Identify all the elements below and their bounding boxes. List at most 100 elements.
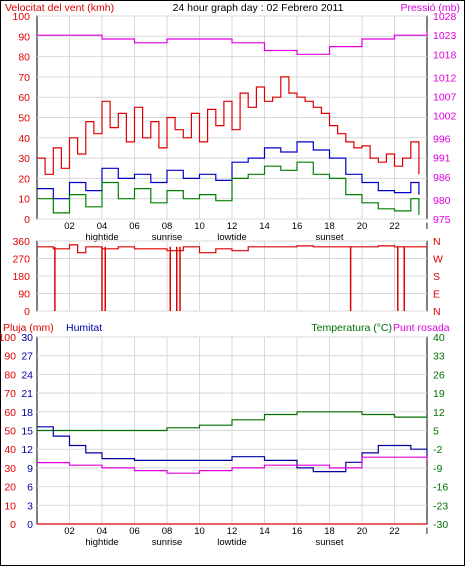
right-tick-label: 33 bbox=[433, 351, 445, 363]
x-event-label: lowtide bbox=[217, 537, 247, 548]
left-tick-label: 50 bbox=[18, 113, 30, 125]
left-tick-label: 0 bbox=[24, 214, 30, 226]
left-tick-label: 360 bbox=[12, 236, 30, 248]
series-temperature bbox=[37, 411, 428, 432]
left-tick-label: 30 bbox=[18, 153, 30, 165]
left-tick-label: 40 bbox=[4, 444, 16, 456]
x-tick-label: 20 bbox=[357, 526, 368, 537]
temperature-axis-label: Temperatura (°C) bbox=[311, 322, 392, 334]
right-tick-label: 991 bbox=[433, 153, 451, 165]
left-tick-label: 60 bbox=[4, 407, 16, 419]
wind-pressure-panel: 0 10 20 30 40 50 60 70 80 90 100 975 980 986 991 996 10… bbox=[12, 11, 456, 226]
right-tick-label: 1012 bbox=[433, 72, 457, 84]
left-tick-label: 20 bbox=[4, 482, 16, 494]
humidity-tick-label: 30 bbox=[21, 332, 33, 344]
x-tick-label: 06 bbox=[129, 526, 140, 537]
left-tick-label: 0 bbox=[10, 519, 16, 531]
x-tick-label: 18 bbox=[324, 221, 335, 232]
x-tick-label: 14 bbox=[259, 221, 270, 232]
humidity-tick-label: 15 bbox=[21, 426, 33, 438]
right-tick-label: -23 bbox=[433, 500, 448, 512]
right-tick-label: 1007 bbox=[433, 91, 457, 103]
rain-axis-label: Pluja (mm) bbox=[3, 322, 54, 334]
wind-axis-label: Velocitat del vent (kmh) bbox=[5, 2, 114, 14]
x-tick-label: 14 bbox=[259, 526, 270, 537]
graph-title: 24 hour graph day : 02 Febrero 2011 bbox=[173, 2, 344, 14]
right-tick-label: S bbox=[433, 271, 440, 283]
left-tick-label: 50 bbox=[4, 426, 16, 438]
left-tick-label: 40 bbox=[18, 133, 30, 145]
x-event-label: sunset bbox=[316, 232, 344, 243]
humidity-tick-label: 18 bbox=[21, 407, 33, 419]
x-event-label: lowtide bbox=[217, 232, 247, 243]
left-tick-label: 90 bbox=[18, 289, 30, 301]
humidity-tick-label: 0 bbox=[27, 519, 33, 531]
x-tick-label: 02 bbox=[64, 526, 75, 537]
series-humidity bbox=[37, 426, 428, 473]
humidity-tick-label: 24 bbox=[21, 369, 33, 381]
x-tick-label: 22 bbox=[389, 221, 400, 232]
series-direction bbox=[37, 244, 428, 254]
left-tick-label: 100 bbox=[0, 332, 16, 344]
series-avg bbox=[37, 141, 420, 200]
right-tick-label: 986 bbox=[433, 172, 451, 184]
x-tick-label: 22 bbox=[389, 526, 400, 537]
series-gust bbox=[37, 76, 420, 175]
x-tick-label: 12 bbox=[227, 221, 238, 232]
series-dew bbox=[37, 456, 428, 474]
right-tick-label: 40 bbox=[433, 332, 445, 344]
humidity-tick-label: 9 bbox=[27, 463, 33, 475]
series-pressure bbox=[37, 31, 428, 55]
pressure-axis-label: Pressió (mb) bbox=[400, 2, 460, 14]
series-low bbox=[37, 161, 420, 215]
x-event-label: sunrise bbox=[152, 537, 183, 548]
left-tick-label: 60 bbox=[18, 92, 30, 104]
x-tick-end: I bbox=[426, 221, 429, 232]
x-tick-label: 02 bbox=[64, 221, 75, 232]
x-tick-label: 20 bbox=[357, 221, 368, 232]
right-tick-label: 1018 bbox=[433, 49, 457, 61]
x-tick-label: 08 bbox=[162, 221, 173, 232]
right-tick-label: -9 bbox=[433, 463, 442, 475]
right-tick-label: N bbox=[433, 236, 441, 248]
x-tick-label: 16 bbox=[292, 221, 303, 232]
left-tick-label: 10 bbox=[18, 194, 30, 206]
humidity-tick-label: 3 bbox=[27, 500, 33, 512]
right-tick-label: -30 bbox=[433, 519, 448, 531]
right-tick-label: 12 bbox=[433, 407, 445, 419]
right-tick-label: 5 bbox=[433, 426, 439, 438]
left-tick-label: 70 bbox=[4, 388, 16, 400]
x-tick-label: 12 bbox=[227, 526, 238, 537]
right-tick-label: 1028 bbox=[433, 11, 457, 23]
dewpoint-axis-label: Punt rosada bbox=[393, 322, 450, 334]
x-tick-label: 04 bbox=[97, 526, 108, 537]
right-tick-label: -16 bbox=[433, 482, 448, 494]
right-tick-label: 996 bbox=[433, 134, 451, 146]
left-tick-label: 90 bbox=[18, 31, 30, 43]
left-tick-label: 100 bbox=[12, 11, 30, 23]
x-event-label: sunset bbox=[316, 537, 344, 548]
right-tick-label: E bbox=[433, 289, 440, 301]
x-tick-label: 10 bbox=[194, 221, 205, 232]
left-tick-label: 90 bbox=[4, 351, 16, 363]
right-tick-label: 19 bbox=[433, 388, 445, 400]
humidity-axis-label: Humitat bbox=[66, 322, 102, 334]
x-event-label: hightide bbox=[85, 232, 118, 243]
x-tick-label: 18 bbox=[324, 526, 335, 537]
x-tick-label: 16 bbox=[292, 526, 303, 537]
left-tick-label: 270 bbox=[12, 254, 30, 266]
right-tick-label: 975 bbox=[433, 214, 451, 226]
humidity-tick-label: 12 bbox=[21, 444, 33, 456]
right-tick-label: 1023 bbox=[433, 30, 457, 42]
left-tick-label: 10 bbox=[4, 500, 16, 512]
left-tick-label: 0 bbox=[24, 306, 30, 318]
right-tick-label: 26 bbox=[433, 369, 445, 381]
x-tick-label: 06 bbox=[129, 221, 140, 232]
left-tick-label: 180 bbox=[12, 271, 30, 283]
right-tick-label: 980 bbox=[433, 195, 451, 207]
